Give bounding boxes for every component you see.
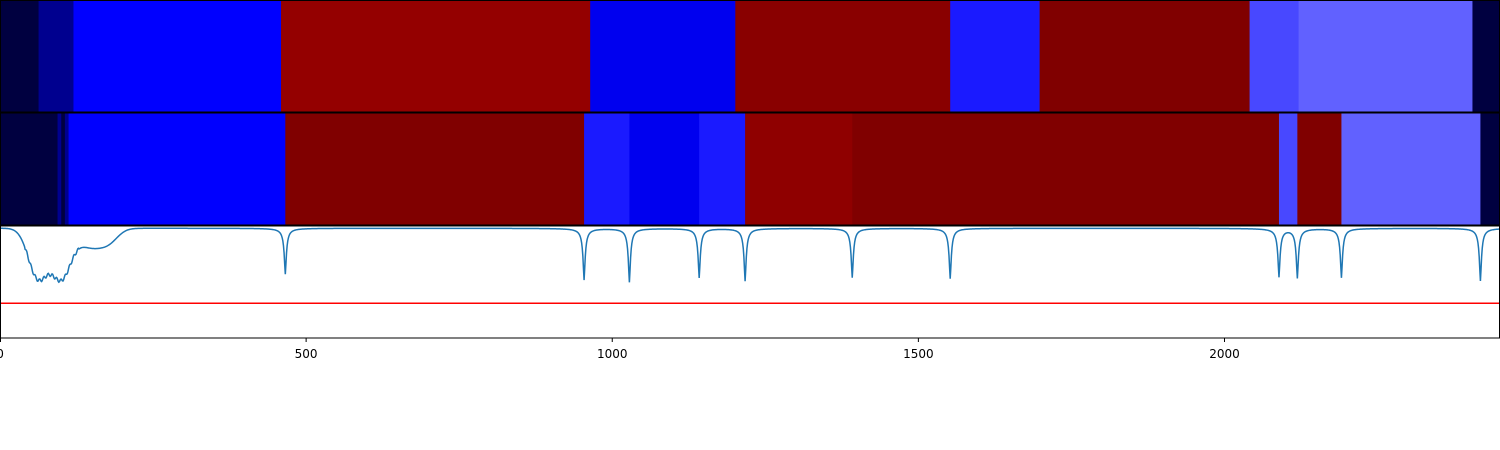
segment-1-8 (699, 113, 746, 225)
segment-1-1 (57, 113, 62, 225)
segment-1-3 (64, 113, 70, 225)
segment-1-6 (584, 113, 630, 225)
segment-0-10 (1472, 0, 1500, 112)
segment-1-4 (68, 113, 286, 225)
x-tick-label-1: 500 (295, 347, 318, 361)
segment-1-9 (745, 113, 853, 225)
segment-1-14 (1480, 113, 1500, 225)
segment-1-2 (61, 113, 66, 225)
x-tick-label-3: 1500 (903, 347, 934, 361)
x-tick-label-0: 0 (0, 347, 4, 361)
x-tick-label-2: 1000 (597, 347, 628, 361)
segment-0-3 (281, 0, 591, 112)
segment-0-4 (590, 0, 736, 112)
segment-1-5 (285, 113, 585, 225)
segment-1-0 (0, 113, 59, 225)
segment-0-5 (735, 0, 951, 112)
segment-0-8 (1249, 0, 1300, 112)
segment-1-7 (629, 113, 700, 225)
x-tick-label-4: 2000 (1209, 347, 1240, 361)
segment-1-10 (852, 113, 1280, 225)
segment-1-12 (1297, 113, 1343, 225)
segment-0-6 (950, 0, 1041, 112)
segment-0-0 (0, 0, 40, 112)
signal-panel-background (0, 226, 1500, 338)
segment-0-7 (1039, 0, 1251, 112)
signal-panel (0, 226, 1500, 338)
segment-0-1 (38, 0, 75, 112)
segment-1-13 (1341, 113, 1482, 225)
segment-0-9 (1298, 0, 1474, 112)
segment-0-2 (73, 0, 282, 112)
signal-series-line (0, 227, 1500, 284)
segment-row-top (0, 0, 1500, 112)
segment-row-bottom (0, 113, 1500, 225)
x-axis: 0 500 1000 1500 2000 (0, 338, 1240, 361)
segment-1-11 (1278, 113, 1298, 225)
